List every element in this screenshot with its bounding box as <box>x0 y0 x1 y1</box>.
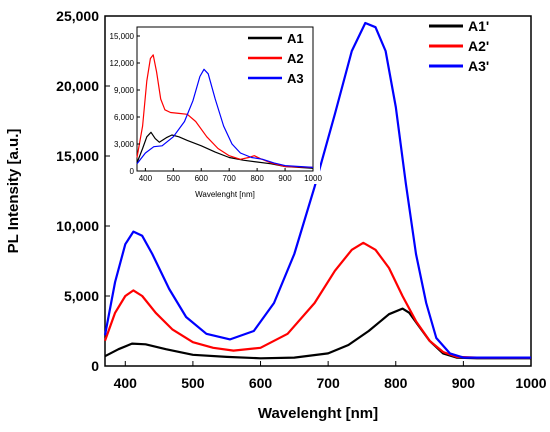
legend-label: A1 <box>287 31 304 46</box>
inset-legend: A1 A2 A3 <box>248 31 304 86</box>
main-y-axis: 0 5,000 10,000 15,000 20,000 25,000 <box>56 8 110 374</box>
main-legend: A1' A2' A3' <box>429 18 489 74</box>
y-tick-label: 15,000 <box>110 32 135 41</box>
main-plot-frame <box>104 15 532 367</box>
series-line-a3 <box>136 68 314 168</box>
legend-label: A3' <box>468 58 489 74</box>
inset-y-axis: 0 3,000 6,000 9,000 12,000 15,000 <box>110 32 140 176</box>
x-tick-label: 800 <box>250 174 264 183</box>
main-series-group <box>103 21 531 360</box>
y-tick-label: 0 <box>130 167 135 176</box>
inset-plot-frame <box>136 26 314 172</box>
main-plot: 400 500 600 700 800 900 1000 0 5,000 10,000 15,00… <box>5 8 547 422</box>
x-tick-label: 400 <box>114 375 138 391</box>
series-line-a2-prime <box>103 241 531 359</box>
x-tick-label: 800 <box>384 375 408 391</box>
series-line-a2 <box>136 54 314 168</box>
y-tick-label: 6,000 <box>114 113 135 122</box>
legend-label: A3 <box>287 71 304 86</box>
series-line-a1 <box>136 131 314 169</box>
y-tick-label: 20,000 <box>56 78 99 94</box>
y-tick-label: 0 <box>91 358 99 374</box>
series-line-a3-prime <box>103 21 531 359</box>
main-x-axis: 400 500 600 700 800 900 1000 <box>114 361 547 391</box>
main-x-axis-label: Wavelenght [nm] <box>258 405 378 422</box>
y-tick-label: 25,000 <box>56 8 99 24</box>
legend-label: A2 <box>287 51 304 66</box>
x-tick-label: 900 <box>278 174 292 183</box>
inset-plot-background <box>115 20 320 184</box>
legend-label: A2' <box>468 38 489 54</box>
x-tick-label: 700 <box>316 375 340 391</box>
main-y-axis-label: PL Intensity [a.u.] <box>5 129 22 254</box>
x-tick-label: 500 <box>181 375 205 391</box>
x-tick-label: 400 <box>139 174 153 183</box>
x-tick-label: 700 <box>223 174 237 183</box>
y-tick-label: 10,000 <box>56 218 99 234</box>
x-tick-label: 1000 <box>304 174 322 183</box>
x-tick-label: 600 <box>195 174 209 183</box>
y-tick-label: 15,000 <box>56 148 99 164</box>
inset-series-group <box>136 54 314 169</box>
y-tick-label: 9,000 <box>114 86 135 95</box>
x-tick-label: 900 <box>452 375 476 391</box>
inset-x-axis-label: Wavelenght [nm] <box>195 190 255 199</box>
series-line-a1-prime <box>104 307 531 360</box>
y-tick-label: 12,000 <box>110 59 135 68</box>
inset-plot: 400 500 600 700 800 900 1000 0 3,000 6,000 9,000 1… <box>110 20 322 199</box>
x-tick-label: 600 <box>249 375 273 391</box>
inset-x-axis: 400 500 600 700 800 900 1000 <box>139 168 322 183</box>
legend-label: A1' <box>468 18 489 34</box>
y-tick-label: 5,000 <box>64 288 99 304</box>
x-tick-label: 500 <box>167 174 181 183</box>
y-tick-label: 3,000 <box>114 140 135 149</box>
x-tick-label: 1000 <box>515 375 546 391</box>
